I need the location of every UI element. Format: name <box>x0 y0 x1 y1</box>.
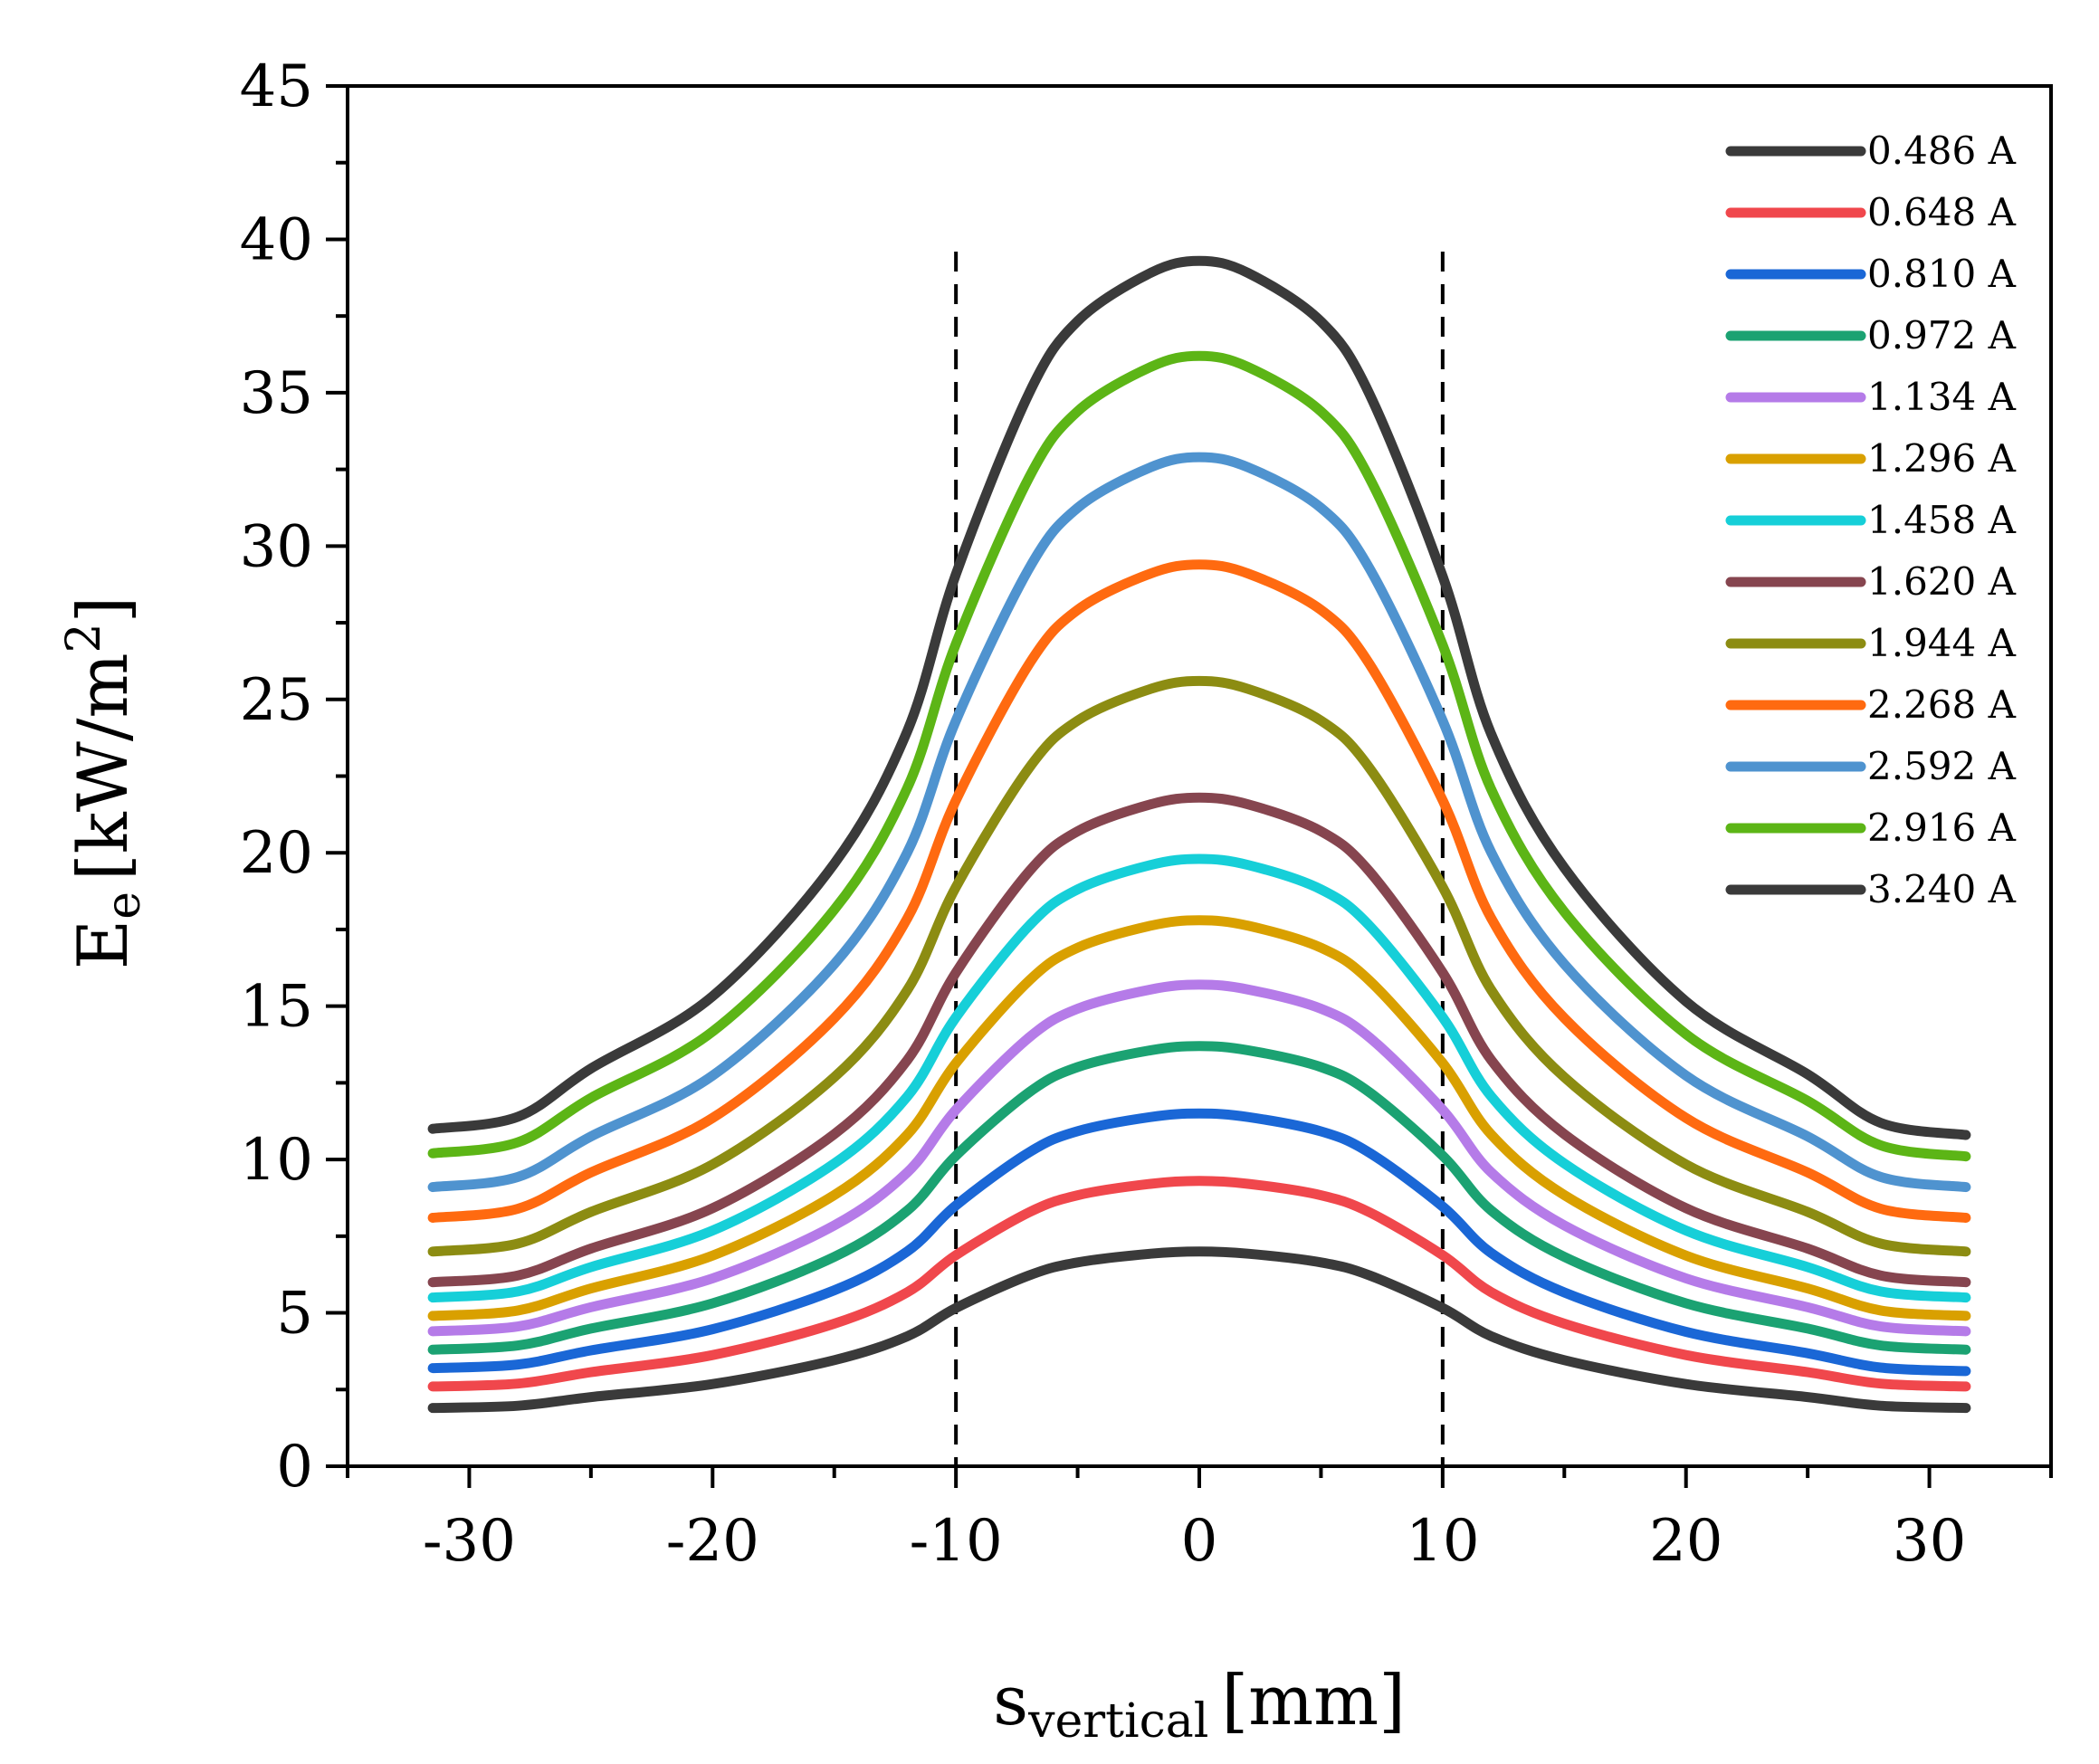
y-tick-label: 10 <box>240 1127 313 1194</box>
series-line-6 <box>427 853 1971 1303</box>
legend-label-5: 1.296 A <box>1867 436 2017 481</box>
legend-label-4: 1.134 A <box>1867 375 2017 419</box>
legend-label-7: 1.620 A <box>1867 559 2017 604</box>
y-tick-label: 45 <box>240 53 313 120</box>
legend-label-9: 2.268 A <box>1867 682 2017 727</box>
x-tick-label: 30 <box>1893 1508 1966 1575</box>
y-tick-label: 25 <box>240 667 313 734</box>
y-tick-label: 15 <box>240 974 313 1041</box>
series-lines <box>427 255 1971 1414</box>
legend-label-1: 0.648 A <box>1867 190 2017 234</box>
series-line-4 <box>427 979 1971 1337</box>
x-axis-title-main: s <box>993 1660 1028 1740</box>
x-axis-title: svertical [mm] <box>993 1660 1406 1749</box>
legend-label-8: 1.944 A <box>1867 621 2017 665</box>
x-tick-label: 0 <box>1181 1508 1218 1575</box>
legend-label-6: 1.458 A <box>1867 498 2017 542</box>
series-line-10 <box>427 452 1971 1193</box>
y-tick-label: 0 <box>276 1434 313 1501</box>
y-axis-title-close: ] <box>62 596 143 624</box>
x-tick-label: 10 <box>1406 1508 1479 1575</box>
legend-label-0: 0.486 A <box>1867 129 2017 173</box>
y-axis-ticks: 0 5 10 15 20 25 30 35 40 45 <box>240 53 348 1501</box>
series-line-12 <box>427 255 1971 1140</box>
x-tick-label: -30 <box>423 1508 516 1575</box>
x-axis-title-subscript: vertical <box>1027 1694 1208 1749</box>
y-tick-label: 5 <box>276 1281 313 1348</box>
legend: 0.486 A 0.648 A 0.810 A 0.972 A 1.134 A 1.296… <box>1725 129 2017 911</box>
y-tick-label: 20 <box>240 820 313 887</box>
x-tick-label: 20 <box>1649 1508 1722 1575</box>
x-axis-ticks: -30 -20 -10 0 10 20 30 <box>346 1466 2053 1575</box>
series-line-1 <box>427 1176 1971 1392</box>
series-line-0 <box>427 1246 1971 1414</box>
legend-label-2: 0.810 A <box>1867 252 2017 296</box>
legend-label-10: 2.592 A <box>1867 744 2017 788</box>
y-axis-title-main: E <box>62 920 143 969</box>
y-axis-title-superscript: 2 <box>57 623 111 653</box>
legend-label-11: 2.916 A <box>1867 806 2017 850</box>
series-line-2 <box>427 1108 1971 1377</box>
y-axis-title-unit: [kW/m <box>62 653 143 881</box>
x-tick-label: -10 <box>910 1508 1003 1575</box>
y-tick-label: 40 <box>240 206 313 273</box>
y-tick-label: 30 <box>240 513 313 580</box>
legend-label-3: 0.972 A <box>1867 313 2017 358</box>
y-axis-title-subscript: e <box>97 892 151 920</box>
x-axis-title-unit: [mm] <box>1221 1660 1405 1740</box>
series-line-5 <box>427 915 1971 1321</box>
legend-label-12: 3.240 A <box>1867 867 2017 911</box>
y-axis-title: Ee [kW/m2] <box>57 596 151 970</box>
reference-lines <box>954 252 1445 1466</box>
series-line-3 <box>427 1041 1971 1355</box>
y-tick-label: 35 <box>240 360 313 427</box>
series-line-8 <box>427 675 1971 1257</box>
series-line-7 <box>427 792 1971 1288</box>
series-line-11 <box>427 350 1971 1162</box>
series-line-9 <box>427 559 1971 1223</box>
x-tick-label: -20 <box>666 1508 759 1575</box>
